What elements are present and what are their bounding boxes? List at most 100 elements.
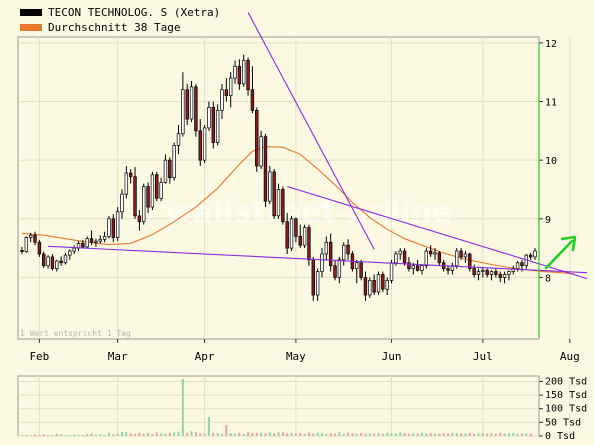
volume-bar: [164, 433, 167, 436]
volume-bar: [403, 433, 406, 436]
candle-up: [120, 193, 124, 213]
candle-up: [85, 238, 89, 248]
price-tick-label: 8: [545, 273, 551, 284]
volume-bar: [216, 433, 219, 436]
volume-bar: [477, 433, 480, 436]
price-tick-label: 10: [545, 156, 557, 167]
volume-bar: [303, 433, 306, 436]
volume-bar: [234, 433, 237, 436]
volume-bar: [190, 431, 193, 436]
volume-bar: [438, 433, 441, 436]
candle-up: [215, 109, 220, 143]
month-label: Mar: [108, 350, 128, 363]
candle-up: [337, 259, 342, 278]
volume-bar: [512, 433, 515, 436]
volume-bar: [320, 433, 323, 436]
month-label: Feb: [29, 350, 49, 363]
volume-bar: [451, 432, 454, 436]
volume-bar: [207, 416, 210, 436]
candle-down: [298, 236, 302, 246]
candle-up: [228, 77, 233, 96]
volume-bar: [347, 432, 350, 436]
volume-bar: [238, 432, 241, 436]
candle-down: [42, 253, 46, 267]
volume-bar: [107, 432, 110, 436]
volume-bar: [68, 435, 71, 436]
volume-bar: [64, 434, 67, 436]
candle-up: [233, 65, 237, 79]
volume-bar: [94, 434, 97, 436]
volume-bar: [242, 433, 245, 436]
volume-bar: [155, 432, 158, 436]
volume-tick-label: 50 Tsd: [545, 417, 581, 428]
volume-bar: [42, 434, 45, 436]
candle-up: [28, 234, 33, 238]
volume-bar: [160, 433, 163, 436]
candle-up: [324, 241, 329, 255]
candle-down: [272, 171, 276, 217]
volume-bar: [99, 434, 102, 436]
volume-bar: [520, 433, 523, 436]
candlesticks: [20, 54, 537, 301]
candle-up: [433, 252, 437, 255]
volume-bar: [299, 433, 302, 436]
candle-up: [268, 171, 272, 202]
candle-up: [355, 262, 359, 269]
candle-down: [372, 280, 376, 293]
candle-down: [137, 215, 142, 223]
volume-bar: [490, 433, 493, 436]
candle-up: [481, 270, 485, 272]
candle-up: [115, 211, 120, 238]
volume-bar: [294, 433, 297, 436]
volume-bar: [29, 435, 32, 436]
month-axis: Feb Mar Apr May Jun Jul Aug: [29, 339, 580, 363]
candle-down: [528, 254, 533, 258]
candle-up: [515, 262, 520, 269]
candle-down: [37, 241, 42, 255]
volume-bar: [342, 433, 345, 436]
volume-bar: [390, 433, 393, 436]
candle-down: [415, 265, 420, 271]
volume-bar: [494, 433, 497, 436]
trendline: [48, 245, 588, 274]
candle-down: [133, 176, 137, 217]
month-label: Jul: [473, 350, 493, 363]
candle-up: [302, 227, 307, 246]
candle-down: [89, 238, 94, 243]
footnote: 1 Wert entspricht 1 Tag: [20, 329, 131, 338]
candle-down: [20, 250, 24, 252]
volume-bar: [21, 435, 23, 436]
candle-down: [194, 86, 198, 132]
volume-bar: [277, 431, 280, 436]
candle-down: [224, 89, 229, 96]
volume-bar: [251, 433, 254, 436]
volume-bar: [134, 433, 137, 436]
volume-bar: [125, 432, 128, 436]
candle-down: [437, 252, 442, 264]
volume-bar: [255, 433, 258, 436]
volume-bar: [420, 432, 423, 436]
candle-up: [259, 136, 263, 167]
volume-bar: [129, 433, 132, 436]
candle-up: [320, 253, 324, 272]
candle-up: [163, 159, 168, 183]
volume-bar: [429, 433, 432, 436]
volume-bar: [368, 433, 371, 436]
price-grid: [18, 37, 571, 339]
volume-bar: [86, 434, 89, 436]
candle-down: [520, 262, 524, 267]
volume-bar: [203, 433, 206, 436]
candle-down: [407, 262, 411, 269]
candle-up: [72, 247, 76, 252]
price-tick-label: 12: [545, 39, 557, 50]
volume-bar: [194, 432, 197, 436]
volume-axis: 0 Tsd 50 Tsd 100 Tsd 150 Tsd 200 Tsd: [539, 376, 587, 442]
volume-bar: [373, 433, 376, 436]
month-label: Apr: [195, 350, 215, 363]
volume-bar: [168, 432, 171, 436]
volume-bar: [507, 433, 510, 436]
volume-panel: [17, 375, 540, 437]
candle-down: [168, 159, 172, 179]
volume-bar: [220, 433, 223, 436]
